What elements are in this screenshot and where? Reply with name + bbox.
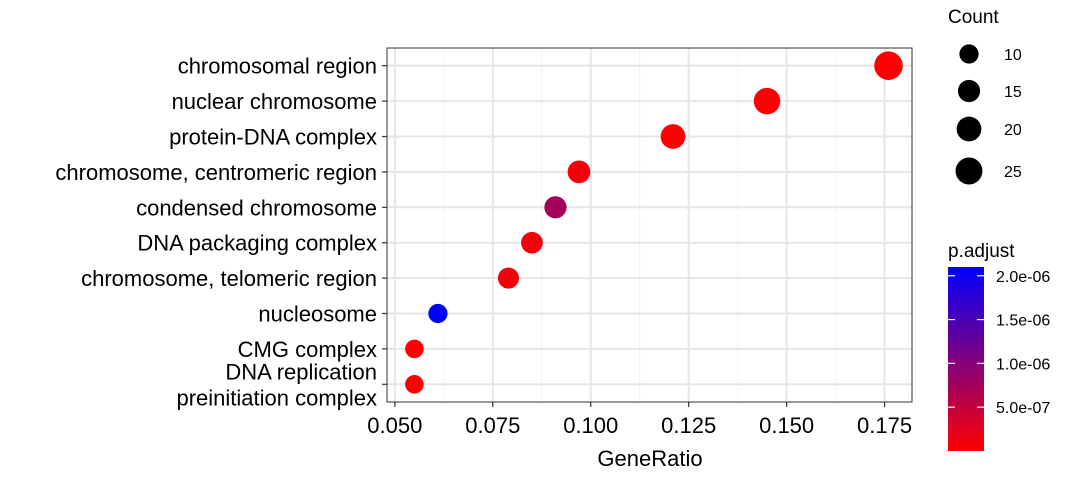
x-axis-title: GeneRatio xyxy=(597,446,702,471)
y-axis-tick-label: condensed chromosome xyxy=(136,195,377,220)
count-legend-label: 25 xyxy=(1004,164,1022,181)
data-point xyxy=(660,124,686,149)
x-axis-tick-label: 0.150 xyxy=(759,413,814,438)
y-axis-tick-label: protein-DNA complex xyxy=(169,125,377,150)
y-axis-tick-label: chromosome, centromeric region xyxy=(55,160,377,185)
x-axis-tick-label: 0.125 xyxy=(661,413,716,438)
y-axis-tick-label: chromosome, telomeric region xyxy=(81,266,377,291)
y-axis: chromosomal region nuclear chromosome prot… xyxy=(55,54,387,410)
p-adjust-legend-label: 2.0e-06 xyxy=(996,269,1050,286)
count-legend-key xyxy=(955,157,983,185)
y-axis-tick-label: nuclear chromosome xyxy=(172,89,377,114)
data-point xyxy=(521,231,543,254)
y-axis-tick-label: DNA packaging complex xyxy=(137,231,377,256)
x-axis-tick-label: 0.100 xyxy=(563,413,618,438)
y-axis-tick-label-line: DNA replication xyxy=(225,359,377,384)
x-axis: 0.050 0.075 0.100 0.125 0.150 0.175 xyxy=(367,402,912,438)
count-legend-key xyxy=(956,116,982,142)
data-point xyxy=(428,303,448,324)
data-point xyxy=(405,375,424,394)
x-axis-tick-label: 0.175 xyxy=(857,413,912,438)
count-legend-title: Count xyxy=(948,7,999,28)
data-point xyxy=(497,267,520,289)
data-point xyxy=(405,339,424,359)
plot-panel-border xyxy=(386,47,913,403)
p-adjust-legend-label: 5.0e-07 xyxy=(996,400,1050,417)
count-legend-key xyxy=(957,79,981,103)
count-legend-key xyxy=(959,44,979,64)
p-adjust-legend-title: p.adjust xyxy=(948,241,1015,262)
p-adjust-colorbar xyxy=(948,267,984,451)
x-axis-tick-label: 0.075 xyxy=(465,413,520,438)
p-adjust-legend: p.adjust 2.0e-06 1.5e-06 1.0e-06 5.0e-07 xyxy=(948,241,1050,451)
minor-gridlines xyxy=(443,48,837,402)
p-adjust-legend-label: 1.5e-06 xyxy=(996,313,1050,330)
y-axis-tick-label: nucleosome xyxy=(258,302,377,327)
x-axis-tick-label: 0.050 xyxy=(367,413,422,438)
data-point xyxy=(544,196,567,219)
data-point xyxy=(567,160,591,184)
y-axis-tick-label: chromosomal region xyxy=(178,54,377,79)
data-points xyxy=(405,51,903,394)
data-point xyxy=(874,51,903,80)
count-legend-label: 20 xyxy=(1004,122,1022,139)
major-gridlines xyxy=(387,48,912,402)
p-adjust-legend-label: 1.0e-06 xyxy=(996,356,1050,373)
y-axis-tick-label: CMG complex xyxy=(238,337,377,362)
count-legend-label: 10 xyxy=(1004,47,1022,64)
plot-panel-background xyxy=(387,48,912,402)
y-axis-tick-label: DNA replication preinitiation complex xyxy=(176,359,377,410)
count-legend: Count 10 15 20 25 xyxy=(948,7,1022,185)
count-legend-label: 15 xyxy=(1004,84,1022,101)
y-axis-tick-label-line: preinitiation complex xyxy=(176,385,377,410)
data-point xyxy=(753,87,781,115)
